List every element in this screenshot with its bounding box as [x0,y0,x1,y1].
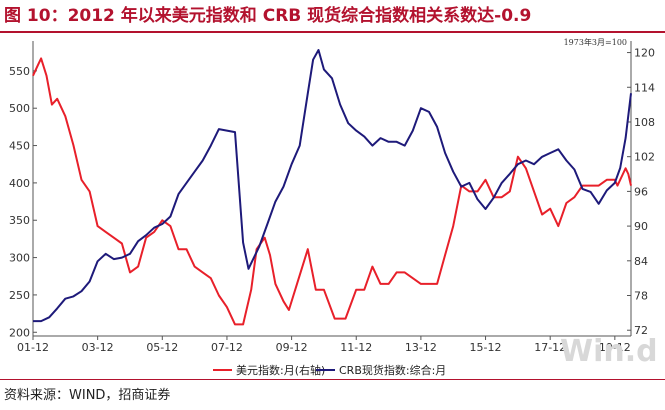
right-tick-label: 114 [634,81,655,94]
left-tick-label: 200 [9,326,30,339]
x-tick-label: 17-12 [534,341,566,354]
x-tick-label: 11-12 [340,341,372,354]
right-tick-label: 78 [634,290,648,303]
chart-title: 图 10：2012 年以来美元指数和 CRB 现货综合指数相关系数达-0.9 [4,6,532,26]
x-tick-label: 03-12 [82,341,114,354]
crb-index-line [33,49,632,323]
left-tick-label: 400 [9,177,30,190]
legend-crb-label: CRB现货指数:综合:月 [339,363,446,377]
usd-index-line [32,57,632,326]
legend-usd-label: 美元指数:月(右轴) [236,363,325,377]
series-layer [32,49,632,326]
chart: 200 250 300 350 400 450 500 550 72 78 84 90 96 102 108… [9,37,658,377]
x-tick-label: 09-12 [276,341,308,354]
watermark: Win.d [560,334,658,369]
right-tick-label: 72 [634,324,648,337]
x-tick-label: 01-12 [17,341,49,354]
x-tick-label: 13-12 [405,341,437,354]
left-tick-label: 300 [9,252,30,265]
unit-note: 1973年3月=100 [564,37,627,47]
legend: 美元指数:月(右轴) CRB现货指数:综合:月 [213,363,446,377]
right-tick-label: 120 [634,47,655,60]
left-tick-label: 350 [9,214,30,227]
right-tick-label: 108 [634,116,655,129]
bottom-rule [0,379,665,380]
left-tick-label: 250 [9,289,30,302]
right-tick-label: 84 [634,255,648,268]
x-tick-label: 19-12 [599,341,631,354]
title-rule [0,31,665,33]
right-tick-label: 102 [634,151,655,164]
left-tick-label: 450 [9,140,30,153]
right-tick-label: 96 [634,185,648,198]
x-tick-label: 15-12 [470,341,502,354]
left-tick-label: 500 [9,102,30,115]
axes: 200 250 300 350 400 450 500 550 72 78 84 90 96 102 108… [9,41,655,354]
left-tick-label: 550 [9,65,30,78]
right-tick-label: 90 [634,220,648,233]
x-tick-label: 05-12 [146,341,178,354]
source-note: 资料来源：WIND，招商证券 [4,388,171,403]
x-tick-label: 07-12 [211,341,243,354]
